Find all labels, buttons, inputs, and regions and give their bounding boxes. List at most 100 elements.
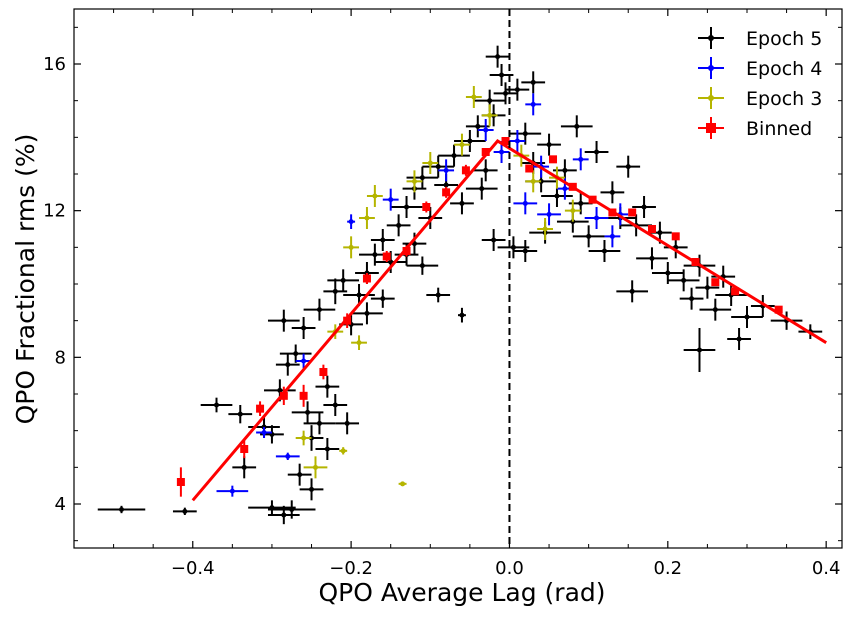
axes-layer: −0.4 −0.2 0.0 0.2 0.4 4 8 12 16	[43, 8, 843, 579]
data-point-binned	[525, 164, 534, 173]
data-point-epoch-4	[525, 93, 542, 116]
marker	[332, 288, 338, 294]
marker	[491, 237, 497, 243]
y-axis-label: QPO Fractional rms (%)	[11, 134, 40, 425]
marker	[285, 362, 291, 368]
marker	[402, 247, 411, 255]
data-point-epoch-4	[477, 119, 494, 141]
data-point-epoch-5	[588, 240, 621, 262]
data-point-epoch-5	[232, 456, 257, 479]
data-point-epoch-5	[291, 317, 316, 339]
marker	[343, 316, 352, 325]
data-point-epoch-4	[584, 207, 609, 229]
data-point-epoch-5	[458, 307, 466, 323]
data-point-epoch-5	[267, 500, 316, 519]
marker	[459, 312, 465, 318]
marker	[299, 391, 308, 400]
marker	[471, 94, 477, 100]
data-point-binned	[362, 273, 371, 284]
data-point-binned	[501, 137, 510, 145]
marker	[522, 248, 528, 254]
legend-marker	[708, 95, 714, 101]
marker	[281, 512, 287, 518]
data-point-epoch-3	[303, 456, 328, 479]
x-tick-label: −0.4	[171, 558, 215, 579]
marker	[380, 237, 386, 243]
marker	[461, 166, 470, 175]
data-point-binned	[382, 251, 391, 262]
marker	[285, 453, 291, 459]
data-point-epoch-5	[299, 478, 324, 501]
marker	[419, 263, 425, 269]
data-point-epoch-5	[465, 177, 498, 200]
marker	[301, 435, 307, 441]
data-point-epoch-5	[200, 397, 233, 413]
marker	[364, 310, 370, 316]
data-point-epoch-5	[438, 144, 470, 167]
data-point-epoch-5	[267, 309, 300, 332]
data-point-epoch-5	[711, 265, 736, 288]
data-point-epoch-5	[584, 141, 609, 163]
marker	[522, 131, 528, 137]
data-point-epoch-3	[406, 170, 423, 193]
marker	[514, 138, 520, 144]
marker	[301, 358, 307, 364]
marker	[501, 137, 510, 145]
marker	[586, 233, 592, 239]
data-point-epoch-5	[323, 394, 348, 416]
x-tick-label: 0.2	[653, 558, 682, 579]
data-point-epoch-5	[493, 82, 518, 105]
data-point-binned	[256, 401, 265, 416]
marker	[400, 481, 406, 487]
marker	[422, 203, 431, 211]
marker	[277, 387, 283, 393]
data-point-binned	[176, 467, 185, 497]
marker	[711, 278, 720, 287]
legend-entry-epoch-5: Epoch 5	[698, 27, 822, 50]
marker	[380, 296, 386, 302]
marker	[578, 156, 584, 162]
marker	[237, 411, 243, 417]
marker	[427, 160, 433, 166]
marker	[309, 486, 315, 492]
marker	[289, 507, 295, 512]
data-point-epoch-5	[390, 196, 423, 218]
data-point-epoch-5	[335, 412, 360, 435]
data-point-epoch-5	[616, 280, 649, 303]
marker	[459, 200, 465, 206]
marker	[549, 155, 558, 164]
data-point-epoch-5	[97, 505, 146, 514]
legend-label: Epoch 5	[746, 28, 822, 50]
marker	[332, 402, 338, 408]
marker	[554, 193, 560, 199]
marker	[119, 507, 125, 512]
marker	[356, 340, 362, 346]
marker	[382, 252, 391, 261]
legend-marker	[708, 65, 714, 71]
marker	[297, 472, 303, 478]
x-tick-label: −0.2	[329, 558, 373, 579]
marker	[281, 318, 287, 324]
data-point-epoch-3	[537, 218, 554, 240]
marker	[340, 277, 346, 283]
y-tick-label: 12	[43, 201, 66, 222]
marker	[404, 204, 410, 210]
marker	[594, 149, 600, 155]
data-point-epoch-5	[683, 328, 716, 372]
marker	[481, 148, 490, 156]
data-point-epoch-5	[370, 289, 395, 308]
marker	[411, 178, 417, 184]
data-point-epoch-5	[351, 302, 383, 325]
marker	[628, 208, 637, 217]
marker	[514, 87, 520, 93]
data-point-epoch-4	[256, 427, 272, 438]
marker	[467, 138, 473, 144]
marker	[665, 270, 671, 276]
data-point-epoch-3	[481, 104, 498, 127]
data-point-epoch-3	[359, 207, 375, 229]
data-point-epoch-5	[679, 287, 704, 310]
data-point-epoch-5	[600, 181, 625, 204]
data-point-epoch-3	[454, 133, 470, 156]
marker	[578, 200, 584, 206]
